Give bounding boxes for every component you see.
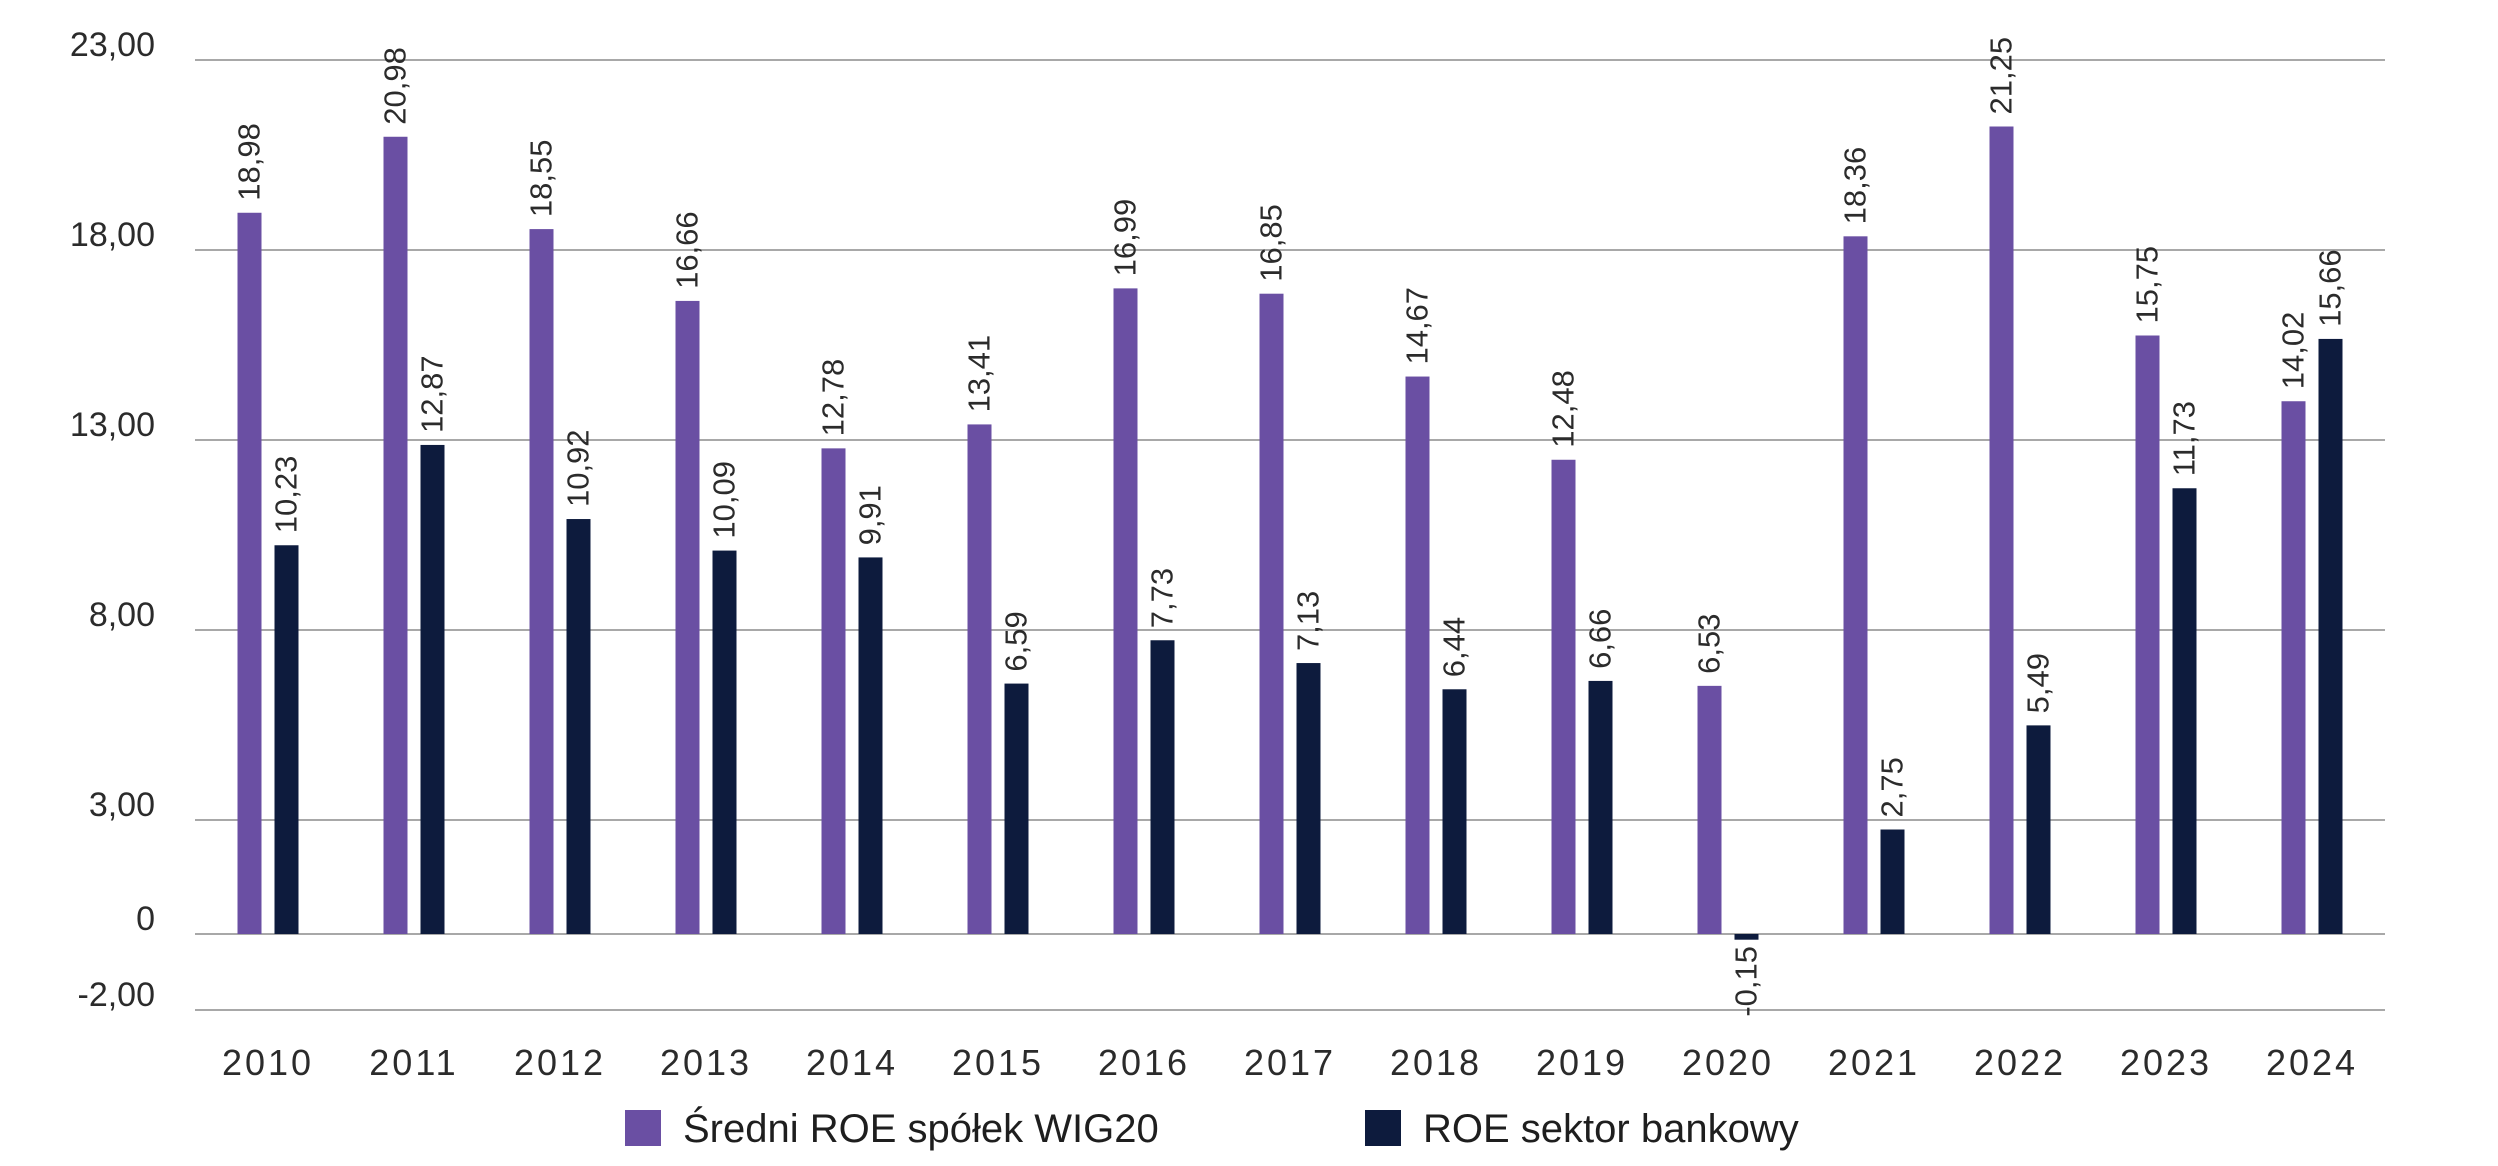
data-labels: 18,98 10,23 20,98 12,87 18,55 10,92 16,66 10,09… [232,37,2348,1017]
bar-wig20-2015 [967,424,992,934]
x-tick-label: 2011 [369,1042,458,1083]
x-tick-label: 2010 [222,1042,314,1083]
data-label-bank-2016: 7,73 [1145,568,1180,628]
legend-label-bank: ROE sektor bankowy [1423,1107,1799,1151]
data-label-bank-2013: 10,09 [707,461,742,539]
bar-wig20-2022 [1989,126,2014,934]
y-tick-label: 18,00 [70,216,155,254]
data-label-bank-2017: 7,13 [1291,591,1326,651]
bar-bank-2010 [274,545,299,934]
data-label-bank-2019: 6,66 [1583,609,1618,669]
bar-wig20-2019 [1551,459,1576,934]
bar-bank-2023 [2172,488,2197,934]
x-tick-label: 2014 [806,1042,898,1083]
bar-wig20-2011 [383,136,408,934]
data-label-wig20-2024: 14,02 [2276,312,2311,390]
x-tick-label: 2021 [1828,1042,1920,1083]
bar-bank-2021 [1880,829,1905,934]
data-label-bank-2012: 10,92 [561,429,596,507]
data-label-wig20-2018: 14,67 [1400,287,1435,365]
data-label-wig20-2011: 20,98 [378,47,413,125]
data-label-wig20-2013: 16,66 [670,211,705,289]
y-tick-label: 0 [136,900,155,938]
x-tick-label: 2018 [1390,1042,1482,1083]
x-tick-label: 2016 [1098,1042,1190,1083]
data-label-wig20-2015: 13,41 [962,335,997,413]
data-label-bank-2011: 12,87 [415,355,450,433]
bar-bank-2016 [1150,640,1175,934]
bar-bank-2018 [1442,689,1467,934]
x-tick-label: 2019 [1536,1042,1628,1083]
x-tick-label: 2013 [660,1042,752,1083]
bar-wig20-2016 [1113,288,1138,934]
data-label-wig20-2014: 12,78 [816,359,851,437]
x-tick-label: 2024 [2266,1042,2358,1083]
bar-wig20-2017 [1259,293,1284,934]
bar-wig20-2018 [1405,376,1430,934]
bar-bank-2019 [1588,680,1613,934]
data-label-wig20-2017: 16,85 [1254,204,1289,282]
bar-bank-2011 [420,444,445,934]
bar-wig20-2014 [821,448,846,934]
y-axis-ticks: 23,00 18,00 13,00 8,00 3,00 0 -2,00 [70,26,155,1014]
data-label-bank-2020: -0,15 [1729,946,1764,1017]
x-tick-label: 2015 [952,1042,1044,1083]
data-label-bank-2010: 10,23 [269,456,304,534]
bar-wig20-2023 [2135,335,2160,934]
x-tick-label: 2017 [1244,1042,1336,1083]
bar-bank-2022 [2026,725,2051,934]
bar-bank-2015 [1004,683,1029,934]
data-label-wig20-2023: 15,75 [2130,246,2165,324]
grid-lines [195,59,2385,1011]
data-label-bank-2015: 6,59 [999,611,1034,671]
y-tick-label: 8,00 [89,596,155,634]
bar-wig20-2010 [237,212,262,934]
x-tick-label: 2020 [1682,1042,1774,1083]
x-axis-ticks: 2010 2011 2012 2013 2014 2015 2016 2017 2018 2019… [222,1042,2358,1083]
bar-wig20-2013 [675,300,700,934]
data-label-wig20-2016: 16,99 [1108,199,1143,277]
data-label-wig20-2019: 12,48 [1546,370,1581,448]
bar-bank-2013 [712,550,737,934]
data-label-wig20-2020: 6,53 [1692,614,1727,674]
data-label-wig20-2022: 21,25 [1984,37,2019,115]
y-tick-label: 13,00 [70,406,155,444]
bar-wig20-2021 [1843,236,1868,934]
bar-bank-2024 [2318,338,2343,934]
data-label-bank-2014: 9,91 [853,485,888,545]
data-label-wig20-2021: 18,36 [1838,147,1873,225]
bar-bank-2017 [1296,663,1321,934]
bar-bank-2014 [858,557,883,934]
y-tick-label: 23,00 [70,26,155,64]
y-tick-label: 3,00 [89,786,155,824]
bar-wig20-2020 [1697,685,1722,934]
bars [237,126,2343,940]
bar-wig20-2024 [2281,401,2306,934]
data-label-bank-2018: 6,44 [1437,617,1472,677]
data-label-bank-2024: 15,66 [2313,249,2348,327]
data-label-bank-2023: 11,73 [2167,401,2202,476]
data-label-wig20-2012: 18,55 [524,140,559,218]
legend: Średni ROE spółek WIG20 ROE sektor bankow… [625,1105,1799,1151]
bar-wig20-2012 [529,229,554,935]
data-label-bank-2021: 2,75 [1875,757,1910,817]
x-tick-label: 2022 [1974,1042,2066,1083]
data-label-wig20-2010: 18,98 [232,123,267,201]
x-tick-label: 2023 [2120,1042,2212,1083]
data-label-bank-2022: 5,49 [2021,653,2056,713]
y-tick-label: -2,00 [78,976,156,1014]
legend-swatch-wig20 [625,1110,661,1146]
bar-bank-2012 [566,519,591,934]
bar-bank-2020 [1734,934,1759,940]
legend-label-wig20: Średni ROE spółek WIG20 [683,1105,1159,1151]
legend-swatch-bank [1365,1110,1401,1146]
x-tick-label: 2012 [514,1042,606,1083]
